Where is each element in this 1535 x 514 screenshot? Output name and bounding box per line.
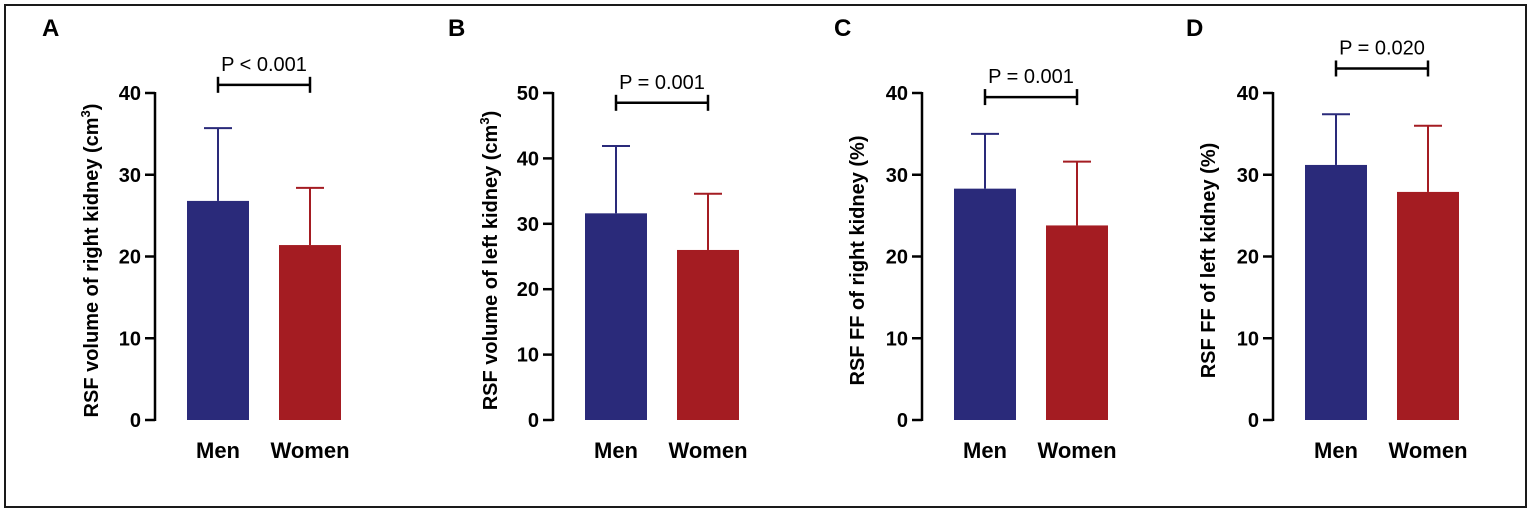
panel-b-y-tick-label: 40 — [517, 148, 539, 170]
panel-c-category-label-women: Women — [1037, 438, 1116, 463]
panel-d-letter: D — [1186, 15, 1203, 42]
panel-c-bar-women — [1046, 225, 1108, 420]
panel-d-bar-women — [1397, 191, 1459, 420]
panel-d-y-tick-label: 10 — [1237, 328, 1259, 350]
panel-d-y-axis-label: RSF FF of left kidney (%) — [1198, 143, 1220, 379]
panel-a-bar-women — [279, 245, 341, 420]
panel-d-y-tick-label: 40 — [1237, 83, 1259, 105]
panel-d-p-value: P = 0.020 — [1339, 37, 1425, 59]
panel-a-y-tick-label: 30 — [119, 165, 141, 187]
panel-a-y-tick-label: 10 — [119, 328, 141, 350]
panel-c-y-tick-label: 10 — [886, 328, 908, 350]
panel-c-bar-men — [954, 188, 1016, 420]
panel-b-y-tick-label: 0 — [528, 410, 539, 432]
panel-c-y-tick-label: 40 — [886, 83, 908, 105]
panel-d-category-label-women: Women — [1388, 438, 1467, 463]
panel-b-y-tick-label: 50 — [517, 83, 539, 105]
panel-c-category-label-men: Men — [963, 438, 1007, 463]
panel-a-p-value: P < 0.001 — [221, 54, 307, 76]
panel-c-y-tick-label: 30 — [886, 165, 908, 187]
panel-a-letter: A — [42, 15, 59, 42]
panel-d-y-tick-label: 20 — [1237, 247, 1259, 269]
panel-a-y-tick-label: 40 — [119, 83, 141, 105]
panel-b-letter: B — [448, 15, 465, 42]
panel-a-bar-men — [187, 200, 249, 420]
panel-b-category-label-women: Women — [668, 438, 747, 463]
panel-a-y-axis-label: RSF volume of right kidney (cm3) — [78, 104, 103, 418]
panel-c-letter: C — [834, 15, 851, 42]
panel-a-y-tick-label: 0 — [130, 410, 141, 432]
panel-c-p-value: P = 0.001 — [988, 66, 1074, 88]
panel-d-category-label-men: Men — [1314, 438, 1358, 463]
panel-b-y-tick-label: 20 — [517, 279, 539, 301]
panel-d-y-tick-label: 0 — [1248, 410, 1259, 432]
panel-c-y-tick-label: 20 — [886, 247, 908, 269]
panel-d-y-tick-label: 30 — [1237, 165, 1259, 187]
panel-b-p-value: P = 0.001 — [619, 72, 705, 94]
panel-b-y-axis-label: RSF volume of left kidney (cm3) — [477, 111, 502, 411]
panel-b-y-tick-label: 10 — [517, 345, 539, 367]
panel-c-y-tick-label: 0 — [897, 410, 908, 432]
panel-a-category-label-men: Men — [196, 438, 240, 463]
panel-c-y-axis-label: RSF FF of right kidney (%) — [847, 136, 869, 386]
panel-b-bar-women — [677, 249, 739, 420]
panel-a-y-tick-label: 20 — [119, 247, 141, 269]
panel-b-bar-men — [585, 213, 647, 420]
panel-b-category-label-men: Men — [594, 438, 638, 463]
panel-d-bar-men — [1305, 164, 1367, 420]
panel-b-y-tick-label: 30 — [517, 214, 539, 236]
panel-a-category-label-women: Women — [270, 438, 349, 463]
